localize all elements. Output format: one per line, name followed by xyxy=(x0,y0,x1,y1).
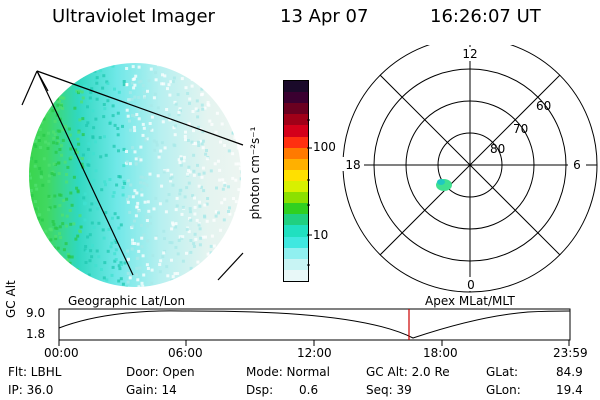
x-tick-label: 18:00 xyxy=(423,346,458,360)
glon-value: 19.4 xyxy=(556,383,583,397)
colorbar-swatch xyxy=(284,203,308,215)
lat-label-80: 80 xyxy=(490,142,505,156)
colorbar-swatch xyxy=(284,169,308,181)
colorbar-swatch xyxy=(284,136,308,148)
x-tick-label: 12:00 xyxy=(297,346,332,360)
lat-label-60: 60 xyxy=(536,99,551,113)
colorbar-swatch xyxy=(284,103,308,115)
colorbar-swatch xyxy=(284,81,308,93)
colorbar-swatch xyxy=(284,158,308,170)
time-label: 16:26:07 UT xyxy=(430,6,541,27)
mode-readout: Mode: Normal xyxy=(246,365,330,379)
door-readout: Door: Open xyxy=(126,365,195,379)
colorbar-tick-label: 10 xyxy=(313,228,329,242)
gc-alt-readout: GC Alt: 2.0 Re xyxy=(366,365,450,379)
y-tick-label: 9.0 xyxy=(26,306,46,320)
terminator-line xyxy=(36,70,244,146)
colorbar-ticks xyxy=(307,119,312,266)
glat-label: GLat: xyxy=(486,365,519,379)
seq-readout: Seq: 39 xyxy=(366,383,412,397)
terminator-line xyxy=(36,70,134,276)
colorbar-swatch xyxy=(284,247,308,259)
colorbar-swatch xyxy=(284,214,308,226)
x-tick-label: 00:00 xyxy=(44,346,79,360)
timeline-frame xyxy=(58,308,571,341)
colorbar-unit-label: photon cm⁻²s⁻¹ xyxy=(248,126,262,220)
mlt-axis-diagonal xyxy=(379,74,561,256)
uv-image-panel xyxy=(21,63,244,287)
apex-label: Apex MLat/MLT xyxy=(425,294,515,308)
gain-readout: Gain: 14 xyxy=(126,383,177,397)
glat-value: 84.9 xyxy=(556,365,583,379)
colorbar-swatch xyxy=(284,147,308,159)
ip-readout: IP: 36.0 xyxy=(8,383,54,397)
colorbar-swatch xyxy=(284,92,308,104)
colorbar-swatch xyxy=(284,125,308,137)
colorbar-swatch xyxy=(284,269,308,281)
color-scale-bar xyxy=(283,80,309,282)
x-tick-label: 23:59 xyxy=(553,346,588,360)
glon-label: GLon: xyxy=(486,383,521,397)
dsp-label: Dsp: xyxy=(246,383,274,397)
date-label: 13 Apr 07 xyxy=(280,6,369,27)
y-tick-label: 1.8 xyxy=(26,327,46,341)
colorbar-swatch xyxy=(284,225,308,237)
colorbar-swatch xyxy=(284,114,308,126)
gc-alt-axis-label: GC Alt xyxy=(4,280,18,318)
sun-direction-line xyxy=(21,70,38,106)
colorbar-swatch xyxy=(284,180,308,193)
geographic-label: Geographic Lat/Lon xyxy=(68,294,186,308)
lat-label-70: 70 xyxy=(513,122,528,136)
dsp-value: 0.6 xyxy=(299,383,319,397)
filter-readout: Flt: LBHL xyxy=(8,365,62,379)
mlt-label-12: 12 xyxy=(462,47,477,61)
mlt-label-0: 0 xyxy=(467,278,475,292)
altitude-curve xyxy=(58,310,571,339)
polar-mlt-plot: 12 18 6 0 60 70 80 xyxy=(342,45,598,293)
aurora-patch xyxy=(437,179,445,185)
mlt-label-18: 18 xyxy=(345,158,360,172)
colorbar-swatch xyxy=(284,192,308,204)
mlt-label-6: 6 xyxy=(573,158,581,172)
x-tick-label: 06:00 xyxy=(168,346,203,360)
instrument-title: Ultraviolet Imager xyxy=(52,6,215,27)
earth-disk xyxy=(29,63,241,287)
limb-line xyxy=(217,252,244,281)
sun-direction-line xyxy=(36,70,49,92)
orbit-timeline-plot xyxy=(58,308,571,346)
colorbar-swatch xyxy=(284,258,308,270)
colorbar-swatch xyxy=(284,236,308,248)
colorbar-tick-label: 100 xyxy=(313,140,336,154)
